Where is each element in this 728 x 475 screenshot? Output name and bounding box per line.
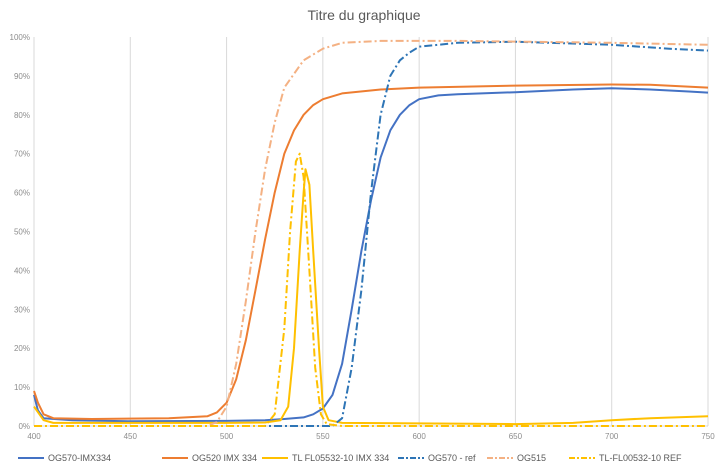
y-tick-label: 0% bbox=[18, 422, 30, 431]
x-tick-label: 450 bbox=[124, 432, 138, 441]
y-tick-label: 40% bbox=[14, 266, 30, 275]
series-line-4 bbox=[34, 40, 709, 427]
legend-label: TL-FL00532-10 REF bbox=[599, 453, 682, 463]
legend-label: TL FL05532-10 IMX 334 bbox=[292, 453, 389, 463]
series-line-3 bbox=[33, 168, 709, 426]
series-line-6 bbox=[34, 152, 708, 427]
legend-label: OG570-IMX334 bbox=[48, 453, 111, 463]
y-tick-label: 10% bbox=[14, 383, 30, 392]
legend-label: OG570 - ref bbox=[428, 453, 476, 463]
x-tick-label: 600 bbox=[412, 432, 426, 441]
x-tick-label: 650 bbox=[509, 432, 523, 441]
y-tick-label: 70% bbox=[14, 150, 30, 159]
y-tick-label: 20% bbox=[14, 344, 30, 353]
y-tick-label: 30% bbox=[14, 305, 30, 314]
x-tick-label: 550 bbox=[316, 432, 330, 441]
x-tick-label: 500 bbox=[220, 432, 234, 441]
legend-label: OG515 bbox=[517, 453, 546, 463]
legend-label: OG520 IMX 334 bbox=[192, 453, 257, 463]
x-tick-label: 750 bbox=[701, 432, 715, 441]
y-tick-label: 90% bbox=[14, 72, 30, 81]
y-tick-label: 50% bbox=[14, 228, 30, 237]
series-line-5 bbox=[34, 39, 709, 427]
chart-title: Titre du graphique bbox=[307, 7, 421, 23]
y-tick-label: 80% bbox=[14, 111, 30, 120]
y-tick-label: 100% bbox=[10, 33, 30, 42]
series-line-1 bbox=[33, 87, 709, 423]
series-line-2 bbox=[33, 83, 709, 420]
y-tick-label: 60% bbox=[14, 189, 30, 198]
x-tick-label: 700 bbox=[605, 432, 619, 441]
x-tick-label: 400 bbox=[27, 432, 41, 441]
